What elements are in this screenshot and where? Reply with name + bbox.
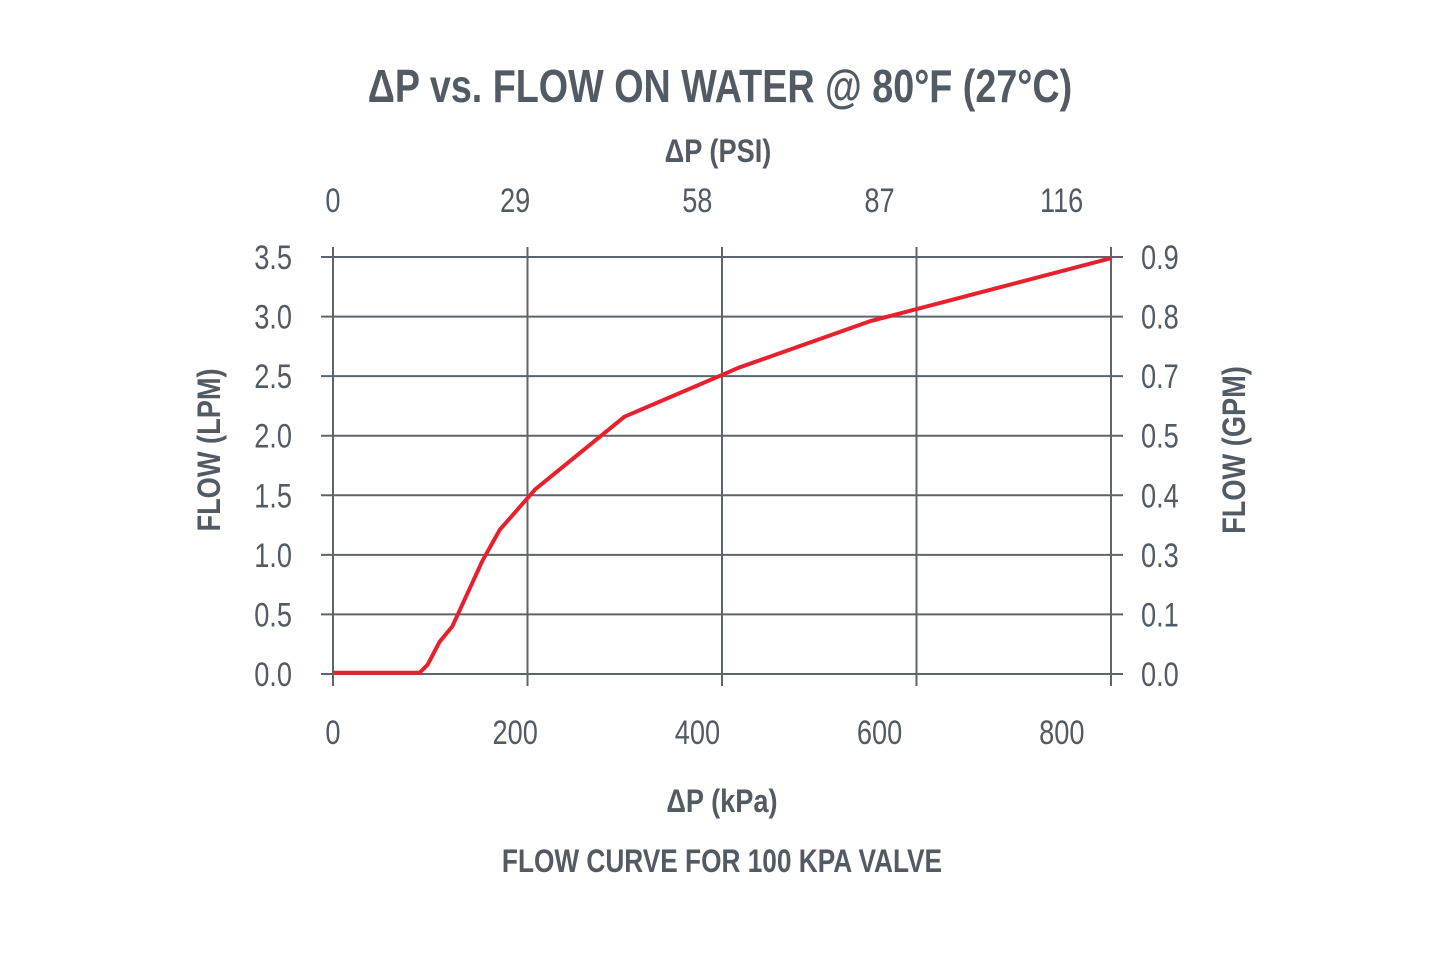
y2-tick-label: 0.1	[1141, 596, 1179, 635]
y2-tick-label: 0.7	[1141, 357, 1179, 396]
chart-subtitle: FLOW CURVE FOR 100 KPA VALVE	[502, 845, 942, 880]
x2-tick-label: 0	[325, 181, 340, 220]
y-tick-label: 1.5	[254, 476, 292, 515]
x-tick-label: 600	[857, 713, 902, 752]
y2-tick-label: 0.0	[1141, 655, 1179, 694]
x-tick-label: 200	[493, 713, 538, 752]
x2-tick-label: 58	[682, 181, 712, 220]
x2-tick-label: 29	[500, 181, 530, 220]
y-tick-label: 2.0	[254, 417, 292, 456]
right-axis-label: FLOW (GPM)	[1217, 366, 1253, 534]
flow-curve-line	[333, 256, 1112, 675]
bottom-axis-label: ΔP (kPa)	[666, 784, 777, 820]
top-axis-label: ΔP (PSI)	[665, 134, 772, 170]
x2-tick-label: 116	[1040, 181, 1083, 220]
y2-tick-label: 0.8	[1141, 298, 1179, 337]
y-tick-label: 2.5	[254, 357, 292, 396]
y-tick-label: 3.5	[254, 238, 292, 277]
x-tick-label: 0	[325, 713, 340, 752]
y2-tick-label: 0.3	[1141, 536, 1179, 575]
y-tick-label: 0.0	[254, 655, 292, 694]
y2-tick-label: 0.9	[1141, 238, 1179, 277]
y-tick-label: 1.0	[254, 536, 292, 575]
y2-tick-label: 0.5	[1141, 417, 1179, 456]
y2-tick-label: 0.4	[1141, 476, 1179, 515]
x-tick-label: 800	[1039, 713, 1084, 752]
y-tick-label: 3.0	[254, 298, 292, 337]
y-tick-label: 0.5	[254, 596, 292, 635]
left-axis-label: FLOW (LPM)	[192, 368, 228, 531]
x2-tick-label: 87	[864, 181, 894, 220]
chart-title: ΔP vs. FLOW ON WATER @ 80°F (27°C)	[368, 60, 1072, 111]
x-tick-label: 400	[675, 713, 720, 752]
